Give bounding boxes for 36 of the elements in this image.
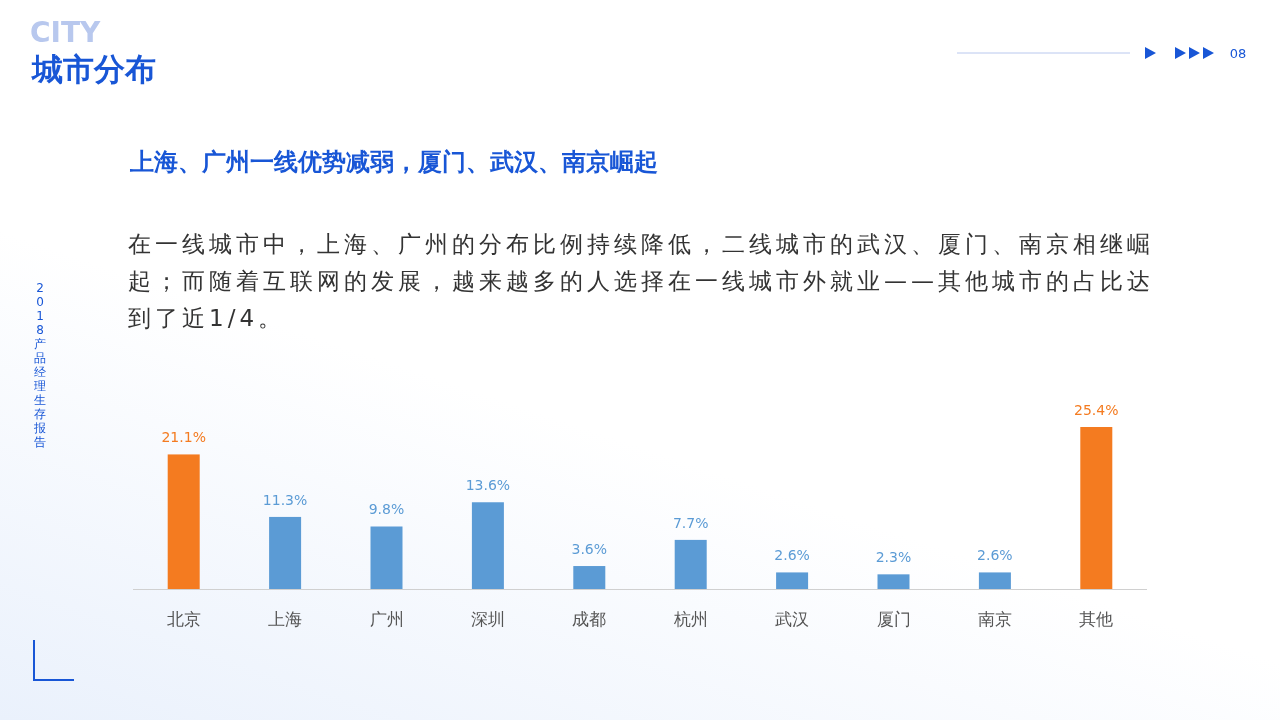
data-label: 25.4% bbox=[1074, 402, 1119, 418]
data-label: 3.6% bbox=[571, 541, 608, 558]
chart-subtitle: 上海、广州一线优势减弱，厦门、武汉、南京崛起 bbox=[129, 148, 658, 176]
bar bbox=[269, 516, 302, 589]
bar bbox=[978, 572, 1011, 589]
text: 2018产品经理生存报告 bbox=[34, 281, 46, 449]
x-tick-label: 其他 bbox=[1079, 609, 1114, 629]
x-tick-label: 厦门 bbox=[876, 609, 911, 629]
x-tick-label: 上海 bbox=[268, 609, 303, 629]
data-label: 13.6% bbox=[465, 477, 511, 494]
x-tick-label: 广州 bbox=[369, 609, 404, 629]
text: 08 bbox=[1229, 46, 1247, 61]
bar bbox=[167, 454, 200, 589]
x-tick-label: 成都 bbox=[572, 609, 607, 629]
chart-title: 城市分布 bbox=[30, 51, 156, 87]
x-tick-label: 南京 bbox=[977, 609, 1012, 629]
data-label: 21.1% bbox=[161, 429, 206, 446]
x-tick-label: 深圳 bbox=[470, 609, 505, 629]
data-label: 2.3% bbox=[875, 549, 912, 566]
data-label: 2.6% bbox=[774, 547, 810, 564]
x-tick-label: 武汉 bbox=[775, 609, 810, 629]
bar bbox=[471, 502, 504, 589]
x-tick-label: 杭州 bbox=[672, 609, 708, 629]
data-label: 9.8% bbox=[368, 501, 405, 518]
bar bbox=[776, 572, 809, 589]
data-label: 11.3% bbox=[262, 491, 308, 508]
bar bbox=[674, 539, 707, 589]
data-label: 7.7% bbox=[672, 514, 709, 531]
bar bbox=[370, 526, 403, 589]
text: CITY bbox=[30, 16, 102, 49]
bar bbox=[1080, 427, 1113, 589]
data-label: 2.6% bbox=[977, 547, 1013, 564]
text: 在一线城市中，上海、广州的分布比例持续降低，二线城市的武汉、厦门、南京相继崛起；而随着互联网的发展，越来越多的人选择在一线城市外就业——其他城市的占比达到了近1/4。 bbox=[128, 230, 1155, 333]
x-tick-label: 北京 bbox=[166, 609, 201, 629]
bar bbox=[573, 566, 606, 589]
bar bbox=[877, 574, 910, 589]
